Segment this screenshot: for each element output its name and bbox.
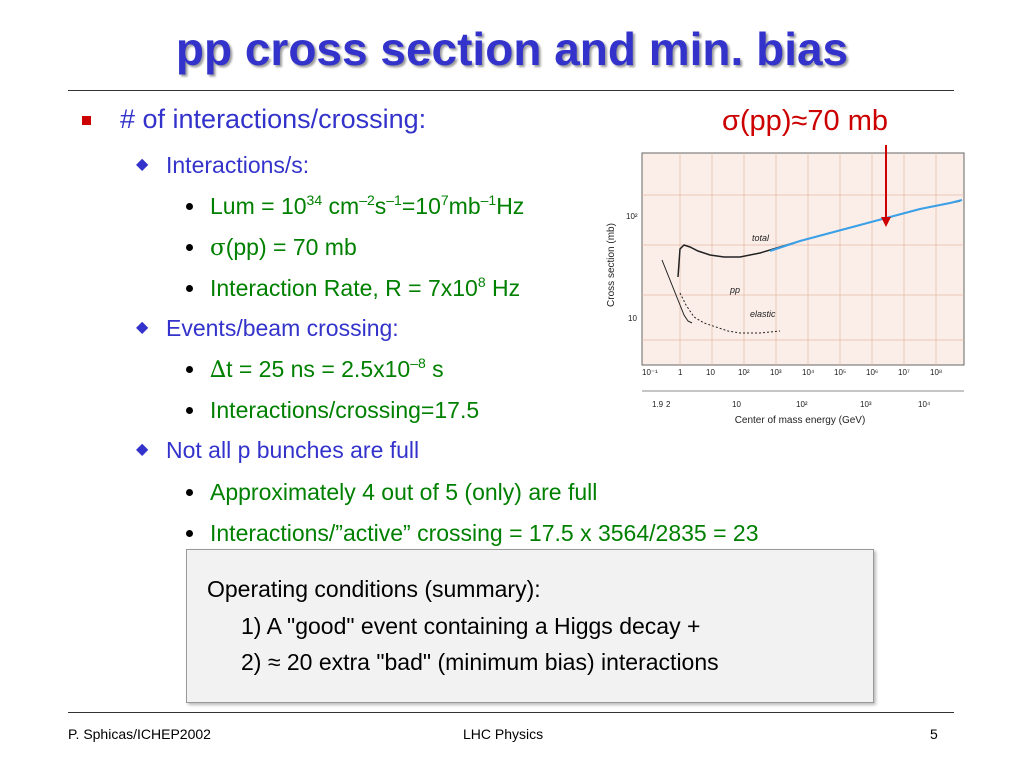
summary-item-1: 1) A "good" event containing a Higgs dec… <box>241 613 701 639</box>
svg-text:10²: 10² <box>626 212 638 221</box>
bullet-sigma-pp: σ(pp) = 70 mb <box>186 234 357 261</box>
dot-bullet-icon <box>186 285 193 292</box>
svg-text:10³: 10³ <box>770 368 782 377</box>
svg-text:10⁸: 10⁸ <box>930 368 942 377</box>
bullet-interactions-crossing: # of interactions/crossing: <box>82 104 426 135</box>
svg-text:10⁶: 10⁶ <box>866 368 878 377</box>
summary-item-2: 2) ≈ 20 extra "bad" (minimum bias) inter… <box>241 649 719 675</box>
svg-text:10⁻¹: 10⁻¹ <box>642 368 658 377</box>
bullet-not-all-full: ◆ Not all p bunches are full <box>136 437 420 463</box>
dot-bullet-icon <box>186 407 193 414</box>
title-divider <box>68 90 954 91</box>
svg-text:1.9: 1.9 <box>652 400 664 409</box>
dot-bullet-icon <box>186 244 193 251</box>
dot-bullet-icon <box>186 489 193 496</box>
bullet-interactions-crossing-value: Interactions/crossing=17.5 <box>186 397 479 424</box>
bullet-interaction-rate: Interaction Rate, R = 7x108 Hz <box>186 275 520 302</box>
svg-text:10: 10 <box>706 368 715 377</box>
y-axis-label: Cross section (mb) <box>606 223 617 307</box>
dot-bullet-icon <box>186 203 193 210</box>
dot-bullet-icon <box>186 530 193 537</box>
slide-title: pp cross section and min. bias <box>175 23 849 75</box>
bottom-tick-labels: 1.9 2 10 10² 10³ 10⁴ <box>652 400 931 409</box>
elastic-label: elastic <box>750 309 776 319</box>
pp-label: pp <box>729 285 740 295</box>
svg-text:1: 1 <box>678 368 683 377</box>
footer-divider <box>68 712 954 713</box>
svg-text:10: 10 <box>628 314 637 323</box>
diamond-bullet-icon: ◆ <box>136 441 149 458</box>
svg-text:10: 10 <box>732 400 741 409</box>
top-tick-labels: 10⁻¹ 1 10 10² 10³ 10⁴ 10⁵ 10⁶ 10⁷ 10⁸ <box>642 368 942 377</box>
svg-text:10³: 10³ <box>860 400 872 409</box>
y-tick-labels: 10² 10 <box>626 212 638 323</box>
bullet-interactions-per-s: ◆ Interactions/s: <box>136 152 310 178</box>
svg-text:10⁷: 10⁷ <box>898 368 910 377</box>
footer-center: LHC Physics <box>463 726 544 742</box>
callout-arrow-icon <box>881 217 891 227</box>
summary-heading: Operating conditions (summary): <box>207 576 541 602</box>
footer-page-number: 5 <box>930 726 938 742</box>
bullet-active-crossing: Interactions/”active” crossing = 17.5 x … <box>186 520 759 547</box>
bullet-delta-t: ∆t = 25 ns = 2.5x10–8 s <box>186 356 444 383</box>
bullet-luminosity: Lum = 1034 cm–2s–1=107mb–1Hz <box>186 193 524 220</box>
dot-bullet-icon <box>186 366 193 373</box>
svg-text:10⁴: 10⁴ <box>918 400 931 409</box>
total-label: total <box>752 233 770 243</box>
diamond-bullet-icon: ◆ <box>136 319 149 336</box>
square-bullet-icon <box>82 116 91 125</box>
bullet-events-beam-crossing: ◆ Events/beam crossing: <box>136 315 399 341</box>
bullet-approx-full: Approximately 4 out of 5 (only) are full <box>186 479 597 506</box>
svg-text:10⁵: 10⁵ <box>834 368 846 377</box>
svg-text:10²: 10² <box>738 368 750 377</box>
summary-box: Operating conditions (summary): 1) A "go… <box>186 549 874 703</box>
cross-section-plot: Cross section (mb) total pp elastic 10² … <box>606 145 965 426</box>
svg-text:10²: 10² <box>796 400 808 409</box>
diamond-bullet-icon: ◆ <box>136 156 149 173</box>
footer-left: P. Sphicas/ICHEP2002 <box>68 726 211 742</box>
x-axis-label: Center of mass energy (GeV) <box>735 415 866 426</box>
sigma-pp-callout: σ(pp)≈70 mb <box>722 105 888 137</box>
svg-text:2: 2 <box>666 400 671 409</box>
svg-text:10⁴: 10⁴ <box>802 368 815 377</box>
